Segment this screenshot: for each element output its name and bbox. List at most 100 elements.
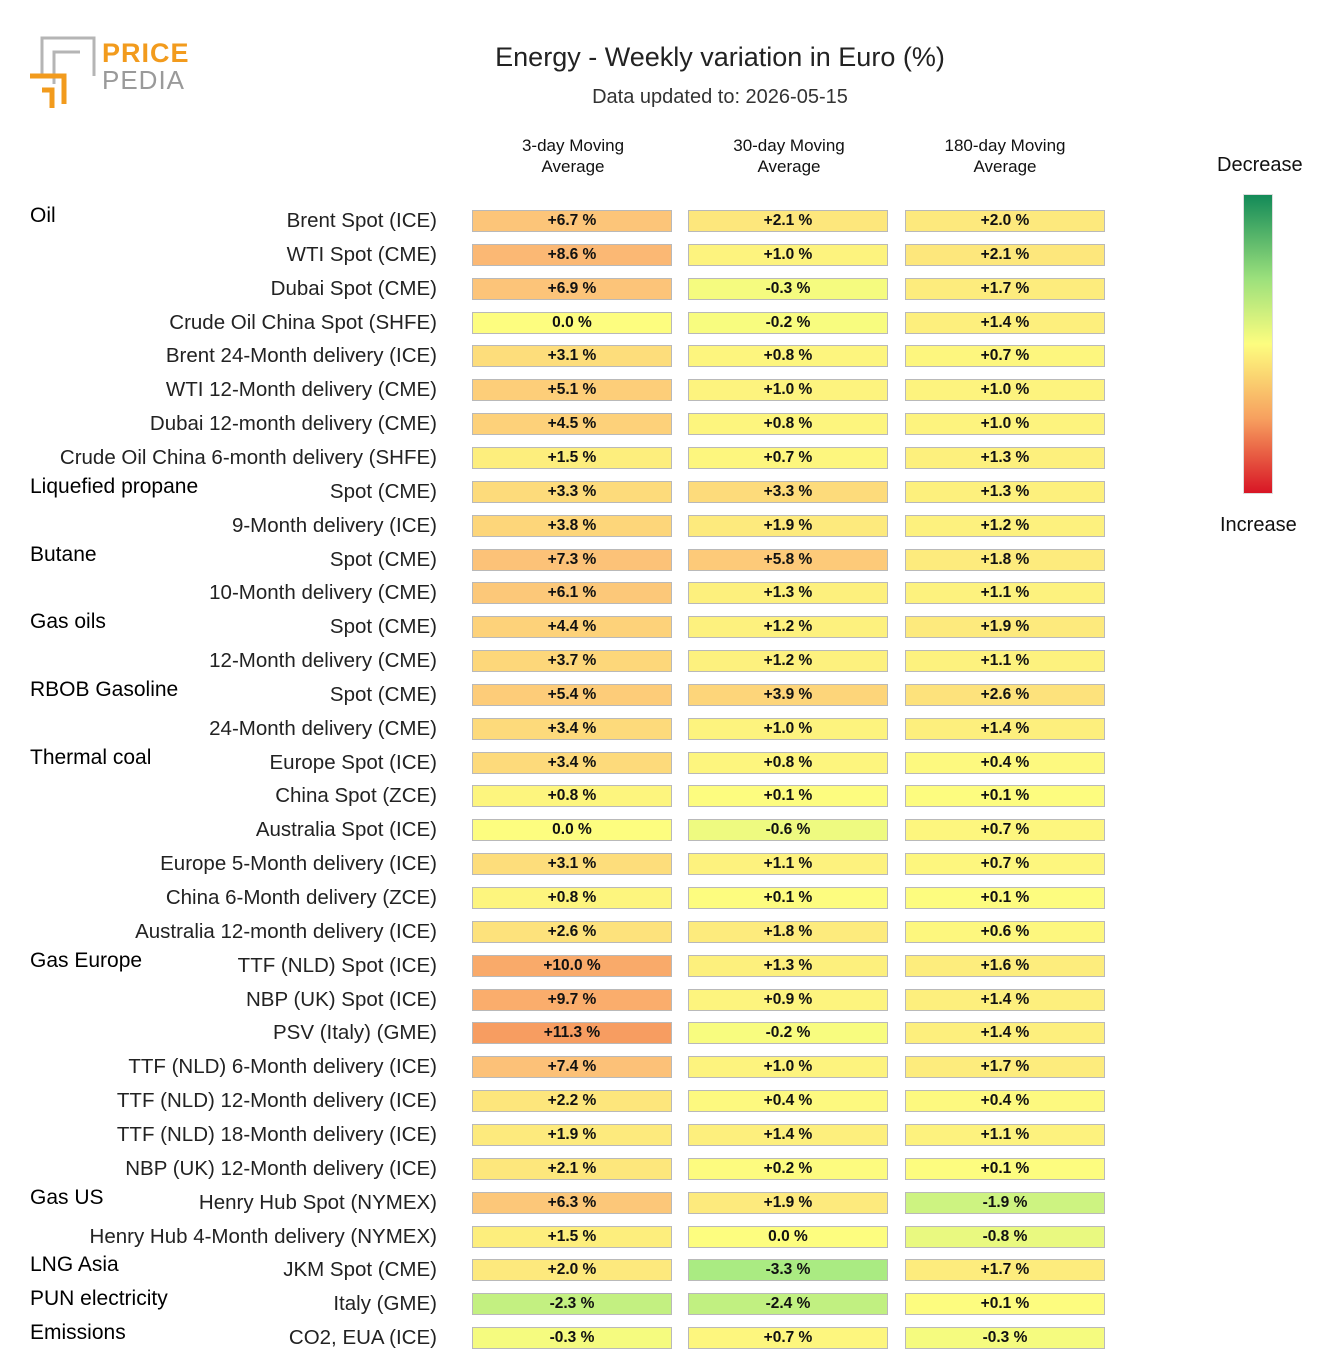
heatmap-cell: -0.2 % — [688, 311, 888, 334]
row-label: China 6-Month delivery (ZCE) — [165, 886, 437, 909]
heatmap-cell: +10.0 % — [472, 954, 672, 977]
group-label: Liquefied propane — [30, 474, 199, 498]
heatmap-cell: +0.7 % — [905, 345, 1105, 368]
row-label: Spot (CME) — [329, 615, 437, 639]
heatmap-cell: +0.1 % — [905, 1293, 1105, 1316]
column-header: 180-day Moving Average — [944, 136, 1066, 176]
heatmap-cell: +1.1 % — [905, 1123, 1105, 1146]
legend-label-decrease: Decrease — [1217, 154, 1303, 176]
heatmap-cell: +9.7 % — [472, 988, 672, 1011]
row-label: Italy (GME) — [333, 1292, 437, 1316]
heatmap-cell: +3.3 % — [472, 480, 672, 503]
heatmap-cell: +3.8 % — [472, 514, 672, 537]
heatmap-cell: +0.2 % — [688, 1157, 888, 1180]
heatmap-cell: +4.4 % — [472, 616, 672, 639]
heatmap-cell: +2.6 % — [905, 683, 1105, 706]
row-label: 12-Month delivery (CME) — [209, 649, 437, 673]
heatmap-cell: -2.3 % — [472, 1293, 672, 1316]
heatmap-cell: -1.9 % — [905, 1191, 1105, 1214]
row-label: 10-Month delivery (CME) — [209, 581, 437, 605]
row-label: TTF (NLD) 18-Month delivery (ICE) — [116, 1122, 437, 1146]
heatmap-cell: +1.7 % — [905, 277, 1105, 300]
heatmap-cell: -0.3 % — [905, 1327, 1105, 1350]
heatmap-cell: +1.5 % — [472, 446, 672, 469]
heatmap-cell: +0.7 % — [688, 446, 888, 469]
heatmap-cell: +3.9 % — [688, 683, 888, 706]
heatmap-cell: +0.4 % — [688, 1090, 888, 1113]
row-label: TTF (NLD) Spot (ICE) — [237, 953, 437, 977]
heatmap-cell: 0.0 % — [472, 311, 672, 334]
row-label: Dubai 12-month delivery (CME) — [149, 412, 437, 436]
heatmap-cell: +2.2 % — [472, 1090, 672, 1113]
heatmap-cell: +7.3 % — [472, 548, 672, 571]
heatmap-cell: +0.6 % — [905, 920, 1105, 943]
heatmap-cell: +1.4 % — [905, 988, 1105, 1011]
heatmap-cell: +11.3 % — [472, 1022, 672, 1045]
heatmap-cell: +1.3 % — [688, 954, 888, 977]
heatmap-cell: +0.8 % — [472, 887, 672, 909]
row-label: NBP (UK) Spot (ICE) — [246, 987, 437, 1011]
row-label: PSV (Italy) (GME) — [272, 1021, 437, 1045]
heatmap-cell: +3.4 % — [472, 717, 672, 740]
chart-title: Energy - Weekly variation in Euro (%) — [495, 42, 945, 72]
heatmap-cell: +0.1 % — [688, 785, 888, 808]
heatmap-cell: +1.7 % — [905, 1056, 1105, 1079]
heatmap-cell: +2.1 % — [905, 243, 1105, 266]
heatmap-cell: +0.8 % — [688, 413, 888, 436]
heatmap-cell: +1.6 % — [905, 954, 1105, 977]
heatmap-cell: +0.1 % — [905, 785, 1105, 808]
heatmap-cell: 0.0 % — [688, 1225, 888, 1248]
heatmap-cell: +1.1 % — [905, 582, 1105, 605]
heatmap-cell: +8.6 % — [472, 243, 672, 266]
heatmap-cell: +3.4 % — [472, 751, 672, 774]
heatmap-cell: +1.9 % — [472, 1123, 672, 1146]
heatmap-cell: +0.4 % — [905, 751, 1105, 774]
heatmap-cell: +0.8 % — [688, 345, 888, 368]
row-label: WTI Spot (CME) — [286, 242, 437, 266]
heatmap-cell: -0.3 % — [688, 277, 888, 300]
heatmap-cell: +1.2 % — [688, 650, 888, 673]
row-label: Europe Spot (ICE) — [269, 750, 438, 774]
heatmap-cell: -2.4 % — [688, 1293, 888, 1316]
heatmap-cell: +7.4 % — [472, 1056, 672, 1079]
logo-text-price: PRICE — [102, 38, 190, 68]
heatmap-cell: +6.9 % — [472, 277, 672, 300]
row-label: CO2, EUA (ICE) — [288, 1326, 437, 1350]
heatmap-cell: +2.0 % — [472, 1259, 672, 1282]
row-label: Dubai Spot (CME) — [270, 276, 437, 300]
row-label: Brent Spot (ICE) — [286, 209, 437, 232]
heatmap-cell: +0.8 % — [688, 751, 888, 774]
heatmap-cell: +1.8 % — [905, 548, 1105, 571]
row-label: China Spot (ZCE) — [275, 784, 437, 808]
heatmap-cell: +1.3 % — [688, 582, 888, 605]
heatmap-cell: +1.0 % — [688, 717, 888, 740]
heatmap-cell: +0.7 % — [905, 819, 1105, 842]
heatmap-cell: +1.7 % — [905, 1259, 1105, 1282]
heatmap-cell: +3.1 % — [472, 345, 672, 368]
row-label: Crude Oil China 6-month delivery (SHFE) — [59, 445, 437, 469]
row-label: Spot (CME) — [329, 547, 437, 571]
heatmap-cell: +1.0 % — [688, 1056, 888, 1079]
heatmap-cell: +5.1 % — [472, 379, 672, 402]
legend-label-increase: Increase — [1220, 514, 1297, 536]
heatmap-cell: +2.1 % — [688, 210, 888, 232]
heatmap-cell: +6.1 % — [472, 582, 672, 605]
group-label: Oil — [30, 204, 56, 227]
pricepedia-logo: PRICE PEDIA — [28, 36, 190, 110]
heatmap-cell: +2.1 % — [472, 1157, 672, 1180]
row-label: Australia 12-month delivery (ICE) — [135, 919, 437, 943]
heatmap-cell: +1.1 % — [688, 853, 888, 876]
group-label: Butane — [30, 542, 97, 566]
heatmap-cell: +1.0 % — [905, 379, 1105, 402]
heatmap-cell: +0.1 % — [688, 887, 888, 909]
heatmap-cell: +3.7 % — [472, 650, 672, 673]
column-header: 3-day Moving Average — [521, 136, 625, 176]
group-label: Emissions — [30, 1321, 126, 1345]
heatmap-cell: +6.3 % — [472, 1191, 672, 1214]
heatmap-cell: +1.5 % — [472, 1225, 672, 1248]
heatmap-cell: -0.3 % — [472, 1327, 672, 1350]
row-label: Europe 5-Month delivery (ICE) — [160, 852, 437, 876]
row-label: JKM Spot (CME) — [283, 1258, 437, 1282]
row-label: Henry Hub Spot (NYMEX) — [198, 1190, 437, 1214]
heatmap-cell: +3.1 % — [472, 853, 672, 876]
